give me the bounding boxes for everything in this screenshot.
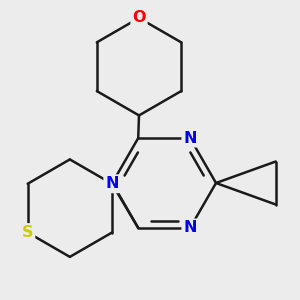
Text: N: N: [105, 176, 119, 191]
Text: N: N: [183, 130, 197, 146]
Text: O: O: [132, 11, 146, 26]
Text: S: S: [22, 225, 33, 240]
Text: N: N: [183, 220, 197, 236]
